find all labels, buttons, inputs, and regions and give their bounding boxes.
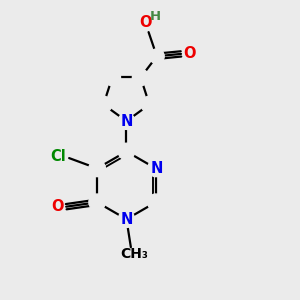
Circle shape — [141, 96, 158, 113]
Text: N: N — [150, 161, 163, 176]
Circle shape — [148, 194, 164, 211]
Circle shape — [118, 113, 135, 129]
Circle shape — [104, 69, 121, 86]
Circle shape — [132, 69, 149, 86]
Text: N: N — [120, 114, 133, 129]
Circle shape — [148, 160, 164, 177]
Text: O: O — [183, 46, 196, 62]
Text: Cl: Cl — [50, 149, 66, 164]
Circle shape — [89, 160, 105, 177]
Text: H: H — [149, 10, 161, 23]
Text: CH₃: CH₃ — [120, 247, 148, 261]
Text: O: O — [139, 15, 151, 30]
Text: N: N — [120, 212, 133, 227]
Circle shape — [118, 211, 135, 227]
Circle shape — [89, 194, 105, 211]
Circle shape — [118, 143, 135, 160]
Text: O: O — [52, 199, 64, 214]
Circle shape — [149, 49, 164, 64]
Circle shape — [95, 96, 112, 113]
